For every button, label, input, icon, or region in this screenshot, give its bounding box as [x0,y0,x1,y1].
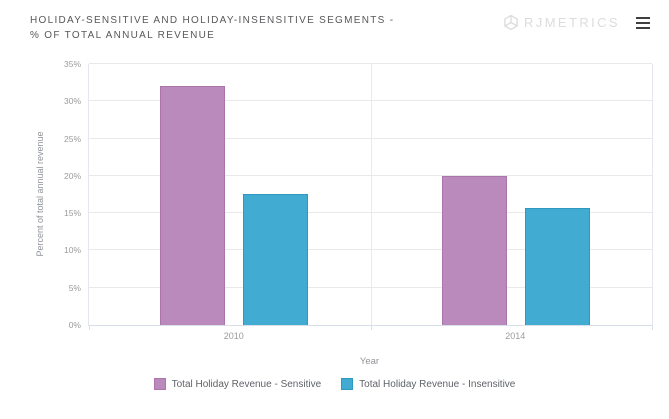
category-separator [370,64,372,325]
y-tick-label-10: 10% [63,245,81,256]
menu-button[interactable] [636,17,650,29]
legend: Total Holiday Revenue - Sensitive Total H… [0,378,669,390]
y-tick-label-0: 0% [68,320,81,330]
x-tick-label-2014: 2014 [505,331,526,341]
legend-swatch [341,378,354,390]
y-tick-label-35: 35% [63,59,81,69]
plot-area [88,63,653,330]
y-tick-label-25: 25% [63,133,81,144]
x-axis-tick-mark [370,325,372,330]
legend-label: Total Holiday Revenue - Insensitive [359,378,516,390]
legend-swatch [153,378,166,390]
chart-title-line2: % OF TOTAL ANNUAL REVENUE [30,30,216,41]
y-tick-label-15: 15% [63,208,81,219]
x-axis-tick-mark [652,325,653,330]
chart-title: HOLIDAY-SENSITIVE AND HOLIDAY-INSENSITIV… [30,13,394,43]
y-tick-label-30: 30% [63,96,81,107]
x-tick-label-2010: 2010 [223,331,244,341]
bar-group-2010 [89,64,371,325]
bar-2014-total-holiday-revenue-sensitive[interactable] [441,175,507,325]
chart-title-line1: HOLIDAY-SENSITIVE AND HOLIDAY-INSENSITIV… [30,15,395,26]
rjmetrics-logo-icon [504,14,518,31]
x-axis-tick-labels: 2010 2014 [88,331,651,343]
x-axis-tick-mark [89,325,90,330]
y-tick-label-20: 20% [63,170,81,181]
legend-label: Total Holiday Revenue - Sensitive [171,378,322,390]
legend-item-total-holiday-revenue-insensitive[interactable]: Total Holiday Revenue - Insensitive [341,378,515,390]
y-tick-label-5: 5% [68,282,81,293]
bar-2010-total-holiday-revenue-sensitive[interactable] [160,86,226,325]
bar-group-2014 [371,64,653,325]
bar-2010-total-holiday-revenue-insensitive[interactable] [243,193,309,325]
rjmetrics-logo: RJMETRICS [503,14,620,31]
bar-2014-total-holiday-revenue-insensitive[interactable] [524,207,590,325]
gridline-35 [89,63,652,64]
y-axis-tick-labels: 0% 5% 10% 15% 20% 25% 30% 35% [0,59,81,330]
hamburger-icon [636,17,650,19]
rjmetrics-logo-text: RJMETRICS [524,15,620,30]
legend-item-total-holiday-revenue-sensitive[interactable]: Total Holiday Revenue - Sensitive [153,378,322,390]
x-axis-title: Year [359,356,380,367]
